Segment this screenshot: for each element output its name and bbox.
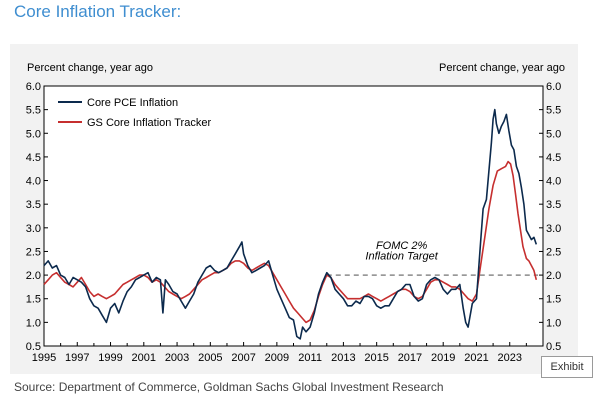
y-tick-label-left: 4.5 (26, 152, 41, 164)
y-tick-label-right: 0.5 (546, 341, 561, 353)
annotation-line-1: FOMC 2% (376, 240, 428, 252)
x-tick-label: 2011 (298, 352, 322, 364)
y-tick-label-left: 5.0 (26, 128, 41, 140)
x-tick-label: 1995 (32, 352, 56, 364)
plot-area (43, 85, 544, 347)
x-tick-label: 2023 (497, 352, 521, 364)
chart-panel: Percent change, year ago Percent change,… (10, 44, 578, 374)
x-tick-label: 1999 (98, 352, 122, 364)
y-tick-label-right: 5.5 (546, 105, 561, 117)
y-tick-label-right: 3.0 (546, 223, 561, 235)
x-tick-label: 2019 (431, 352, 455, 364)
y-ticks-left: 0.5 1.0 1.5 2.0 2.5 3.0 3.5 4.0 4.5 5.0 5.5 6.0 (26, 81, 48, 353)
legend: Core PCE Inflation GS Core Inflation Tra… (58, 97, 211, 129)
x-tick-label: 2007 (231, 352, 255, 364)
y-tick-label-right: 4.0 (546, 176, 561, 188)
source-note: Source: Department of Commerce, Goldman … (14, 380, 444, 394)
x-tick-label: 2013 (331, 352, 355, 364)
y-tick-label-left: 1.0 (26, 317, 41, 329)
y-tick-label-right: 6.0 (546, 81, 561, 93)
y-tick-label-right: 2.5 (546, 246, 561, 258)
y-tick-label-right: 3.5 (546, 199, 561, 211)
y-tick-label-left: 2.5 (26, 246, 41, 258)
y-tick-label-right: 1.0 (546, 317, 561, 329)
x-tick-label: 2001 (132, 352, 156, 364)
y-tick-label-right: 1.5 (546, 294, 561, 306)
y-tick-label-left: 0.5 (26, 341, 41, 353)
x-tick-label: 2005 (198, 352, 222, 364)
page-title: Core Inflation Tracker: (14, 2, 182, 21)
legend-label-gs-tracker: GS Core Inflation Tracker (87, 117, 211, 129)
y-tick-label-left: 2.0 (26, 270, 41, 282)
y-tick-label-left: 3.5 (26, 199, 41, 211)
x-ticks: 1995 1997 1999 2001 2003 2005 2007 2009 2011 2013… (32, 342, 544, 364)
y-ticks-right: 0.5 1.0 1.5 2.0 2.5 3.0 3.5 4.0 4.5 5.0 5.5 6.0 (539, 81, 561, 353)
y-axis-label-left: Percent change, year ago (27, 62, 153, 74)
x-tick-label: 2009 (265, 352, 289, 364)
x-tick-label: 2017 (398, 352, 422, 364)
legend-label-core-pce: Core PCE Inflation (87, 97, 178, 109)
annotation-line-2: Inflation Target (365, 250, 438, 262)
y-tick-label-right: 5.0 (546, 128, 561, 140)
y-axis-label-right: Percent change, year ago (439, 62, 565, 74)
y-tick-label-left: 3.0 (26, 223, 41, 235)
x-tick-label: 1997 (65, 352, 89, 364)
y-tick-label-left: 6.0 (26, 81, 41, 93)
y-tick-label-right: 4.5 (546, 152, 561, 164)
x-tick-label: 2003 (165, 352, 189, 364)
x-tick-label: 2015 (364, 352, 388, 364)
y-tick-label-left: 1.5 (26, 294, 41, 306)
series-line-core-pce (43, 108, 538, 340)
series-line-gs-tracker (43, 160, 538, 324)
y-tick-label-left: 5.5 (26, 105, 41, 117)
y-tick-label-right: 2.0 (546, 270, 561, 282)
y-tick-label-left: 4.0 (26, 176, 41, 188)
exhibit-button[interactable]: Exhibit (541, 356, 593, 378)
inflation-chart: Percent change, year ago Percent change,… (10, 44, 578, 374)
x-tick-label: 2021 (464, 352, 488, 364)
